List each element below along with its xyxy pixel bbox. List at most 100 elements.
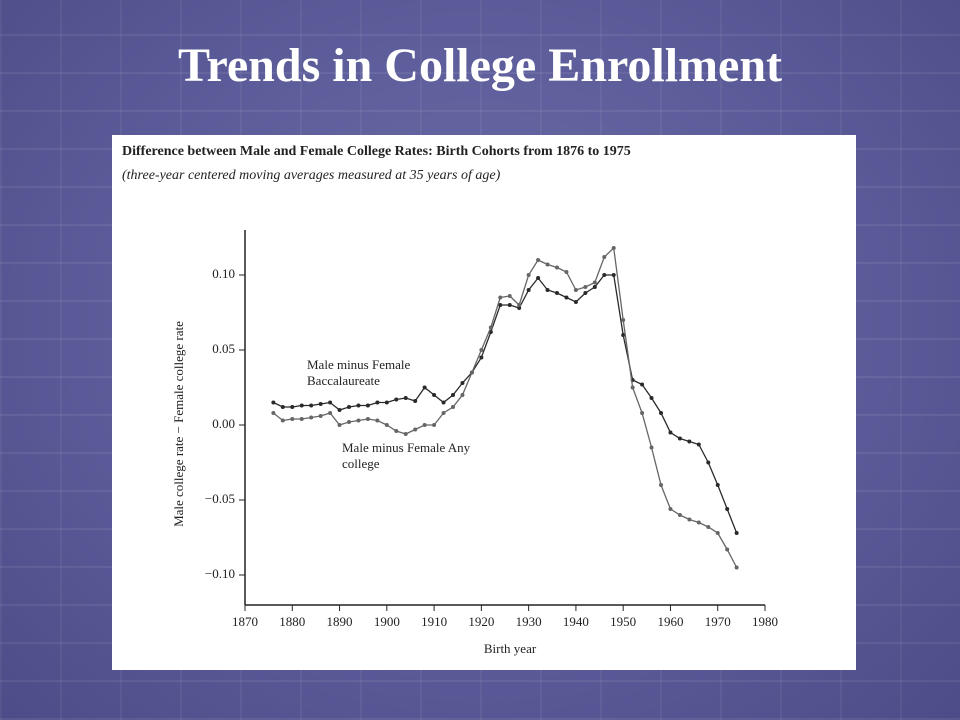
point	[715, 531, 720, 535]
point	[668, 507, 673, 511]
point	[280, 405, 285, 409]
point	[536, 276, 541, 280]
series-line	[272, 246, 738, 568]
point	[271, 400, 276, 405]
point	[706, 460, 711, 465]
point	[488, 325, 493, 330]
point	[337, 408, 342, 412]
point	[696, 442, 701, 447]
point	[356, 403, 361, 408]
point	[583, 285, 588, 289]
y-tick-label: −0.10	[205, 566, 235, 581]
x-tick-label: 1960	[657, 614, 683, 629]
point	[498, 295, 503, 300]
x-tick-label: 1890	[327, 614, 353, 629]
point	[630, 385, 635, 390]
point	[328, 411, 333, 415]
point	[668, 430, 673, 435]
point	[356, 418, 361, 423]
y-tick-label: 0.00	[212, 416, 235, 431]
point	[347, 420, 351, 424]
chart-panel	[112, 135, 856, 670]
point	[536, 258, 541, 262]
point	[611, 246, 616, 250]
point	[309, 403, 314, 408]
point	[734, 565, 739, 570]
point	[725, 547, 730, 552]
x-axis-label: Birth year	[484, 641, 537, 656]
point	[611, 273, 616, 277]
point	[394, 397, 399, 402]
point	[318, 414, 323, 418]
point	[621, 333, 626, 337]
point	[451, 393, 455, 397]
point	[640, 382, 645, 387]
point	[649, 396, 654, 400]
point	[517, 306, 522, 310]
point	[432, 423, 437, 427]
point	[384, 423, 389, 427]
y-axis-label: Male college rate − Female college rate	[171, 321, 186, 527]
point	[299, 417, 304, 421]
point	[545, 288, 550, 292]
y-tick-label: −0.05	[205, 491, 235, 506]
x-tick-label: 1970	[705, 614, 731, 629]
x-tick-label: 1980	[752, 614, 778, 629]
point	[413, 399, 418, 403]
point	[290, 405, 295, 409]
point	[573, 288, 578, 292]
point	[441, 400, 446, 405]
point	[422, 385, 427, 390]
x-tick-label: 1900	[374, 614, 400, 629]
point	[469, 370, 474, 375]
point	[309, 415, 314, 420]
point	[460, 381, 465, 385]
point	[413, 427, 418, 432]
point	[375, 418, 380, 423]
point	[517, 303, 522, 307]
point	[526, 288, 531, 292]
point	[432, 393, 437, 397]
point	[545, 262, 550, 267]
point	[564, 270, 569, 274]
point	[602, 255, 607, 259]
series-label: Male minus Female Baccalaureate	[307, 357, 411, 388]
point	[507, 303, 512, 307]
point	[271, 411, 276, 415]
point	[592, 280, 597, 285]
point	[706, 525, 711, 529]
point	[451, 405, 455, 409]
slide-title: Trends in College Enrollment	[177, 39, 783, 92]
point	[687, 439, 692, 444]
point	[479, 348, 484, 352]
point	[507, 294, 512, 298]
point	[696, 520, 701, 525]
point	[659, 411, 663, 415]
point	[677, 513, 682, 517]
point	[384, 400, 389, 405]
point	[725, 507, 730, 511]
point	[734, 531, 739, 535]
series-label: Male minus Female Any college	[342, 440, 471, 471]
point	[592, 285, 597, 289]
point	[299, 403, 304, 408]
point	[347, 405, 351, 409]
point	[479, 355, 484, 360]
point	[526, 273, 531, 277]
y-tick-label: 0.05	[212, 341, 235, 356]
chart-subtitle: (three-year centered moving averages mea…	[122, 168, 501, 183]
point	[365, 417, 370, 421]
x-tick-label: 1950	[610, 614, 636, 629]
x-tick-label: 1870	[232, 614, 258, 629]
x-tick-label: 1920	[468, 614, 494, 629]
chart-title: Difference between Male and Female Colle…	[122, 144, 631, 159]
x-tick-label: 1880	[279, 614, 305, 629]
point	[403, 432, 408, 436]
point	[573, 300, 578, 304]
point	[555, 291, 559, 295]
point	[290, 417, 295, 421]
point	[422, 423, 427, 427]
point	[555, 265, 559, 270]
